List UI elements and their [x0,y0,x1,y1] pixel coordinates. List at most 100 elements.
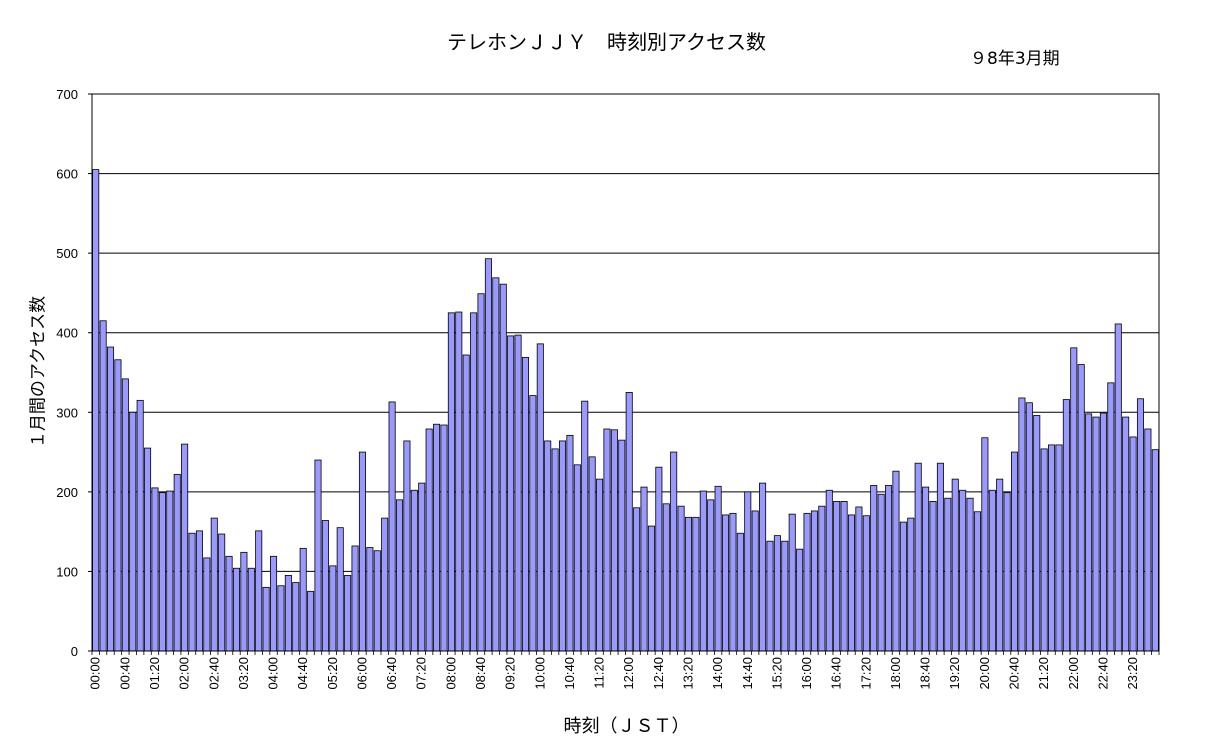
bar [499,283,507,652]
bar [922,486,930,652]
bar [1092,416,1100,652]
x-tick-label: 00:40 [117,657,132,690]
bar [847,514,856,652]
y-tick-label: 100 [56,564,78,579]
x-tick-label: 07:20 [414,657,429,690]
bar [966,497,974,652]
bar [788,513,796,652]
bar [418,482,426,652]
x-tick-label: 12:40 [651,657,666,690]
bar [855,506,863,652]
bar [240,551,248,652]
bar [944,497,952,652]
bar [1122,416,1130,652]
x-tick-label: 16:40 [829,657,844,690]
x-tick-label: 14:40 [740,657,755,690]
bar [544,440,552,652]
bar [877,493,885,652]
bar [1033,415,1041,652]
x-tick-label: 21:20 [1036,657,1051,690]
bar [388,401,396,652]
bar [655,466,663,652]
x-tick-label: 22:40 [1095,657,1110,690]
bar [951,478,959,652]
bar [232,567,241,652]
x-axis-label: 時刻（ＪＳＴ） [563,716,690,737]
bar [959,489,967,652]
bar [1085,413,1093,652]
bar [796,548,804,652]
x-tick-label: 18:00 [888,657,903,690]
x-tick-label: 04:40 [295,657,310,690]
x-tick-label: 10:40 [562,657,577,690]
bar [1048,444,1056,652]
bar [218,533,226,652]
bar [173,473,181,652]
bar [284,575,292,652]
bar [736,532,744,652]
y-tick-label: 200 [56,485,78,500]
bar [610,429,618,652]
x-tick-label: 03:20 [236,657,251,690]
bar [751,510,759,652]
bar [366,547,374,652]
bar [292,582,300,652]
bar [129,411,137,652]
bar [433,423,441,652]
bar [521,356,529,652]
bar [477,293,485,652]
chart-title: テレホンＪＪＹ 時刻別アクセス数 [447,30,766,54]
bar [247,567,255,652]
x-tick-label: 00:00 [88,657,103,690]
x-tick-label: 02:00 [177,657,192,690]
bar [781,540,789,652]
x-tick-label: 13:20 [680,657,695,690]
bar [1077,364,1085,652]
bar [270,555,278,652]
x-tick-label: 15:20 [769,657,784,690]
bar [840,501,848,652]
bar [462,354,470,652]
bars [92,169,1159,652]
bar [121,378,129,652]
x-tick-label: 04:00 [266,657,281,690]
x-tick-label: 14:00 [710,657,725,690]
bar [670,451,678,652]
y-tick-label: 500 [56,246,78,261]
bar [625,391,633,652]
bar [1144,428,1152,652]
bar [899,521,907,652]
y-tick-label: 0 [71,644,78,659]
bar [158,492,166,652]
y-tick-label: 700 [56,87,78,102]
bar [559,440,567,652]
bar [470,312,478,652]
bar [329,565,337,652]
bar [973,511,981,652]
x-tick-label: 08:40 [473,657,488,690]
bar [551,448,559,652]
bar [307,590,315,652]
bar [136,399,144,652]
bar [203,557,211,652]
bar [336,527,344,652]
bar [144,447,152,652]
bar [1003,492,1011,652]
x-tick-label: 09:20 [503,657,518,690]
bar [603,428,611,652]
bar [1107,382,1115,652]
x-tick-label: 11:20 [592,657,607,689]
bar [262,586,270,652]
bar [862,515,870,652]
bar [1055,444,1063,652]
y-tick-label: 400 [56,326,78,341]
gridlines [92,173,1159,572]
bar [1062,399,1070,652]
y-tick-label: 600 [56,167,78,182]
bar [92,169,100,652]
bar [447,312,455,652]
bar [810,510,818,652]
bar [833,501,841,652]
bar [358,451,366,652]
